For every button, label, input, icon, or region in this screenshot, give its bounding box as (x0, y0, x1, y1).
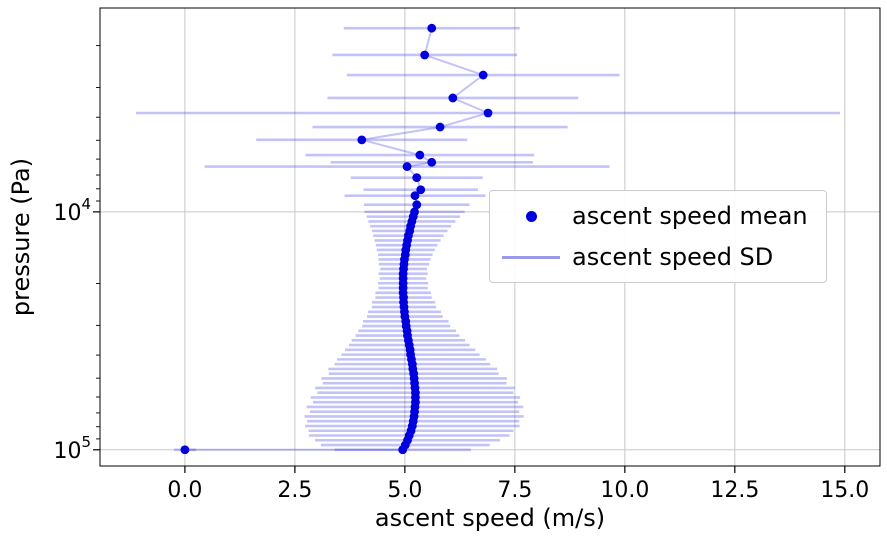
legend-entry-sd: ascent speed SD (502, 243, 808, 271)
mean-dot (448, 93, 458, 103)
mean-dot (415, 150, 425, 160)
x-tick-label: 10.0 (600, 478, 649, 503)
mean-dot (427, 157, 437, 167)
mean-dot (180, 445, 190, 455)
x-tick-label: 5.0 (387, 478, 422, 503)
mean-dot (410, 207, 419, 217)
mean-dot (412, 200, 422, 210)
mean-dot (410, 191, 420, 201)
legend-label-mean: ascent speed mean (572, 202, 808, 230)
x-tick-label: 7.5 (497, 478, 532, 503)
mean-dot (402, 162, 412, 171)
mean-dot (483, 108, 493, 118)
sd-connecting-line (184, 27, 491, 451)
y-tick-label: 105 (53, 433, 91, 464)
mean-dot (478, 70, 488, 80)
y-axis-label: pressure (Pa) (7, 157, 35, 317)
sd-line-icon (502, 255, 560, 259)
legend: ascent speed mean ascent speed SD (489, 190, 827, 283)
mean-dot (420, 50, 430, 60)
x-tick-label: 2.5 (277, 478, 312, 503)
x-tick-label: 15.0 (820, 478, 869, 503)
mean-dot-icon (502, 210, 560, 222)
x-tick-label: 0.0 (167, 478, 202, 503)
y-tick-label: 104 (53, 195, 91, 226)
legend-entry-mean: ascent speed mean (502, 202, 808, 230)
mean-dot (416, 185, 426, 195)
legend-label-sd: ascent speed SD (572, 243, 774, 271)
axes-spines (99, 7, 881, 467)
x-axis-label: ascent speed (m/s) (374, 504, 606, 532)
mean-dot (435, 122, 445, 132)
mean-dot (427, 23, 437, 33)
x-tick-label: 12.5 (710, 478, 759, 503)
mean-dot (412, 173, 422, 183)
mean-dot (357, 135, 367, 145)
